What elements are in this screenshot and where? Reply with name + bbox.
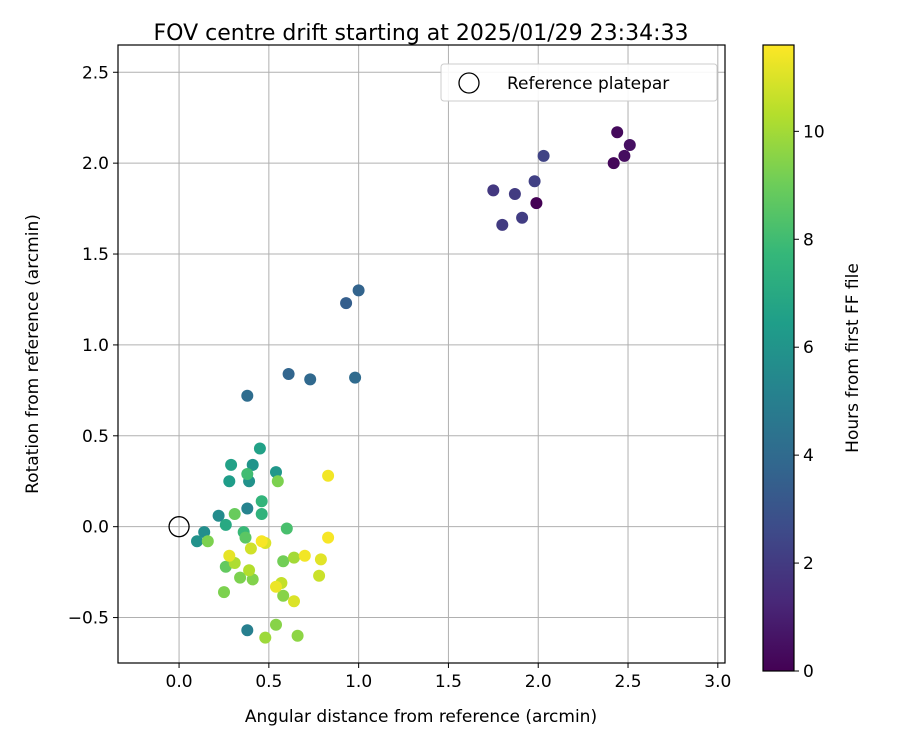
- data-point: [313, 569, 326, 582]
- x-tick-label: 2.5: [615, 672, 642, 692]
- data-point: [487, 184, 500, 197]
- data-point: [280, 522, 293, 535]
- x-tick-label: 0.5: [255, 672, 282, 692]
- colorbar-tick-label: 4: [803, 446, 814, 466]
- data-point: [528, 175, 541, 188]
- data-point: [198, 526, 211, 539]
- axis-ticks: 0.0 0.5 1.0 1.5 2.0 2.5 3.0 −0.5 0.0 0.5 1.0 1.5 2.0…: [68, 63, 732, 692]
- data-point: [223, 475, 236, 488]
- data-point: [246, 573, 259, 586]
- data-point: [516, 211, 529, 224]
- y-tick-label: −0.5: [68, 609, 109, 629]
- data-point: [288, 595, 300, 608]
- x-tick-label: 1.0: [345, 672, 372, 692]
- plot-frame: [117, 44, 726, 664]
- data-point: [241, 502, 254, 515]
- data-point: [277, 555, 290, 568]
- data-point: [607, 157, 620, 170]
- data-point: [282, 368, 295, 380]
- legend-label: Reference platepar: [507, 74, 669, 94]
- x-tick-label: 3.0: [704, 672, 731, 692]
- data-point: [508, 188, 521, 200]
- data-point: [228, 508, 241, 520]
- data-point: [239, 531, 252, 544]
- data-point: [243, 564, 256, 577]
- chart-title: FOV centre drift starting at 2025/01/29 …: [154, 21, 689, 46]
- data-point: [611, 126, 624, 139]
- data-point: [349, 371, 362, 384]
- data-point: [322, 469, 335, 482]
- legend: Reference platepar: [440, 63, 718, 102]
- y-tick-label: 0.5: [82, 427, 109, 447]
- data-point: [241, 468, 254, 480]
- y-tick-label: 1.5: [82, 245, 109, 265]
- legend-marker-icon: [458, 72, 480, 94]
- data-point: [530, 197, 543, 210]
- data-point: [241, 389, 254, 402]
- data-point: [270, 618, 282, 631]
- data-point: [304, 373, 317, 386]
- data-point: [314, 553, 327, 566]
- x-tick-label: 2.0: [525, 672, 552, 692]
- data-point: [234, 571, 247, 584]
- data-point: [288, 551, 300, 564]
- colorbar-tick-label: 2: [803, 554, 814, 574]
- data-point: [259, 631, 272, 644]
- data-point: [223, 549, 236, 562]
- colorbar: [762, 44, 795, 672]
- data-point: [218, 586, 230, 599]
- colorbar-tick-label: 8: [803, 230, 814, 250]
- data-point: [277, 589, 290, 602]
- data-point: [255, 535, 268, 548]
- x-tick-label: 1.5: [435, 672, 462, 692]
- data-point: [340, 297, 353, 310]
- data-points: [168, 126, 636, 644]
- legend-box: [440, 63, 718, 102]
- data-point: [255, 495, 268, 508]
- x-tick-label: 0.0: [166, 672, 193, 692]
- data-point: [298, 549, 311, 562]
- y-tick-label: 0.0: [82, 518, 109, 538]
- data-point: [537, 149, 550, 162]
- data-point: [291, 629, 304, 642]
- data-point: [623, 139, 636, 151]
- y-axis-label: Rotation from reference (arcmin): [23, 214, 43, 494]
- y-tick-label: 1.0: [82, 336, 109, 356]
- colorbar-label: Hours from first FF file: [843, 263, 863, 453]
- x-axis-label: Angular distance from reference (arcmin): [245, 707, 597, 727]
- grid: [118, 45, 725, 663]
- colorbar-tick-label: 10: [803, 122, 825, 142]
- data-point: [270, 466, 282, 479]
- colorbar-tick-label: 6: [803, 338, 814, 358]
- data-point: [201, 535, 214, 548]
- y-tick-label: 2.5: [82, 63, 109, 83]
- data-point: [241, 624, 254, 637]
- data-point: [270, 580, 282, 593]
- data-point: [322, 531, 335, 544]
- data-point: [352, 284, 365, 297]
- data-point: [253, 442, 266, 455]
- y-tick-label: 2.0: [82, 154, 109, 174]
- data-point: [246, 458, 259, 471]
- data-point: [212, 509, 225, 522]
- colorbar-ticks: 0 2 4 6 8 10: [794, 122, 825, 682]
- data-point: [219, 518, 232, 531]
- data-point: [618, 149, 631, 162]
- data-point: [496, 218, 509, 231]
- data-point: [244, 542, 257, 555]
- data-point: [255, 508, 268, 520]
- data-point: [225, 458, 238, 471]
- reference-point-marker: [168, 516, 190, 538]
- data-point: [191, 535, 203, 548]
- colorbar-tick-label: 0: [803, 662, 814, 682]
- data-point: [271, 475, 284, 488]
